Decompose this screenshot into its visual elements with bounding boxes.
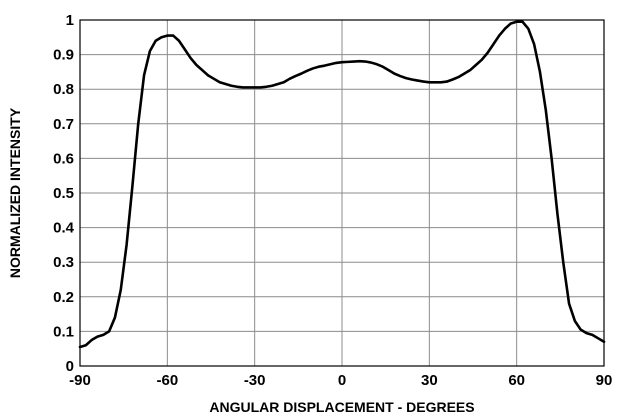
y-tick-label: 0.8 — [53, 81, 74, 98]
x-tick-label: 90 — [596, 372, 613, 389]
x-tick-label: 30 — [421, 372, 438, 389]
y-tick-label: 0.3 — [53, 254, 74, 271]
tick-labels: -90 -60 -30 0 30 60 90 0 0.1 0.2 0.3 0.4 0.5 0.6 0.7 0.… — [53, 12, 612, 389]
y-tick-label: 0.7 — [53, 116, 74, 133]
x-axis-label: ANGULAR DISPLACEMENT - DEGREES — [209, 399, 474, 415]
y-tick-label: 0.9 — [53, 47, 74, 64]
y-tick-label: 0.6 — [53, 150, 74, 167]
y-tick-label: 1 — [66, 12, 74, 29]
x-tick-label: 0 — [338, 372, 346, 389]
x-tick-label: -90 — [69, 372, 91, 389]
y-tick-label: 0 — [66, 358, 74, 375]
y-tick-label: 0.1 — [53, 323, 74, 340]
x-tick-label: -30 — [244, 372, 266, 389]
y-tick-label: 0.4 — [53, 220, 75, 237]
plot-frame — [79, 19, 605, 367]
intensity-line — [78, 20, 606, 349]
grid — [79, 19, 605, 367]
y-tick-label: 0.2 — [53, 289, 74, 306]
y-axis-label: NORMALIZED INTENSITY — [7, 107, 23, 278]
x-tick-label: 60 — [508, 372, 525, 389]
y-tick-label: 0.5 — [53, 185, 74, 202]
x-tick-label: -60 — [156, 372, 178, 389]
